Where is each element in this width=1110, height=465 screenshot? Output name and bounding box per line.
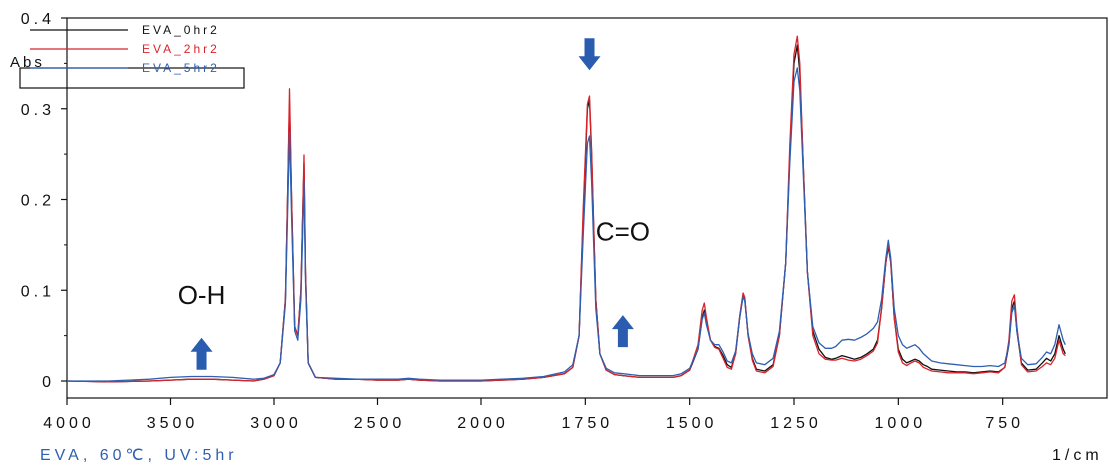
x-tick-label: 3000 xyxy=(250,415,302,432)
y-tick-label: 0.2 xyxy=(21,193,55,210)
y-tick-label: 0.1 xyxy=(21,283,55,300)
up-arrow-icon xyxy=(611,315,634,348)
x-tick-label: 3500 xyxy=(147,415,199,432)
x-tick-label: 1000 xyxy=(875,415,927,432)
series-layer xyxy=(66,35,1066,383)
up-arrow-icon xyxy=(190,337,213,370)
x-tick-label: 4000 xyxy=(43,415,95,432)
legend-highlight-box xyxy=(19,67,245,89)
y-tick-label: 0 xyxy=(42,374,55,391)
x-tick-label: 2500 xyxy=(354,415,406,432)
annotation-label: O-H xyxy=(178,280,226,310)
y-axis-label: Abs xyxy=(10,54,45,71)
annotation-layer: O-H C=O xyxy=(178,38,650,370)
axes-layer: 0 0.1 0.2 0.3 0.4 4000 3500 3000 2500 2000 1750 150… xyxy=(21,11,1108,432)
plot-frame xyxy=(66,17,1108,399)
annotation-label: C=O xyxy=(596,216,650,246)
series-line-eva-5hr2 xyxy=(67,67,1066,382)
down-arrow-icon xyxy=(578,38,601,71)
footer-caption: EVA, 60℃, UV:5hr xyxy=(40,447,238,464)
y-tick-label: 0.4 xyxy=(21,11,55,28)
x-tick-label: 1250 xyxy=(770,415,822,432)
legend: EVA_0hr2 EVA_2hr2 EVA_5hr2 xyxy=(19,23,245,89)
legend-label: EVA_0hr2 xyxy=(142,23,220,37)
series-line-eva-0hr2 xyxy=(66,44,1066,383)
x-axis-label: 1/cm xyxy=(1052,447,1103,464)
x-tick-label: 750 xyxy=(985,415,1024,432)
x-tick-label: 1750 xyxy=(562,415,614,432)
x-tick-label: 2000 xyxy=(457,415,509,432)
legend-label: EVA_2hr2 xyxy=(142,42,220,56)
y-tick-label: 0.3 xyxy=(21,102,55,119)
x-tick-label: 1500 xyxy=(666,415,718,432)
legend-label: EVA_5hr2 xyxy=(142,61,220,75)
